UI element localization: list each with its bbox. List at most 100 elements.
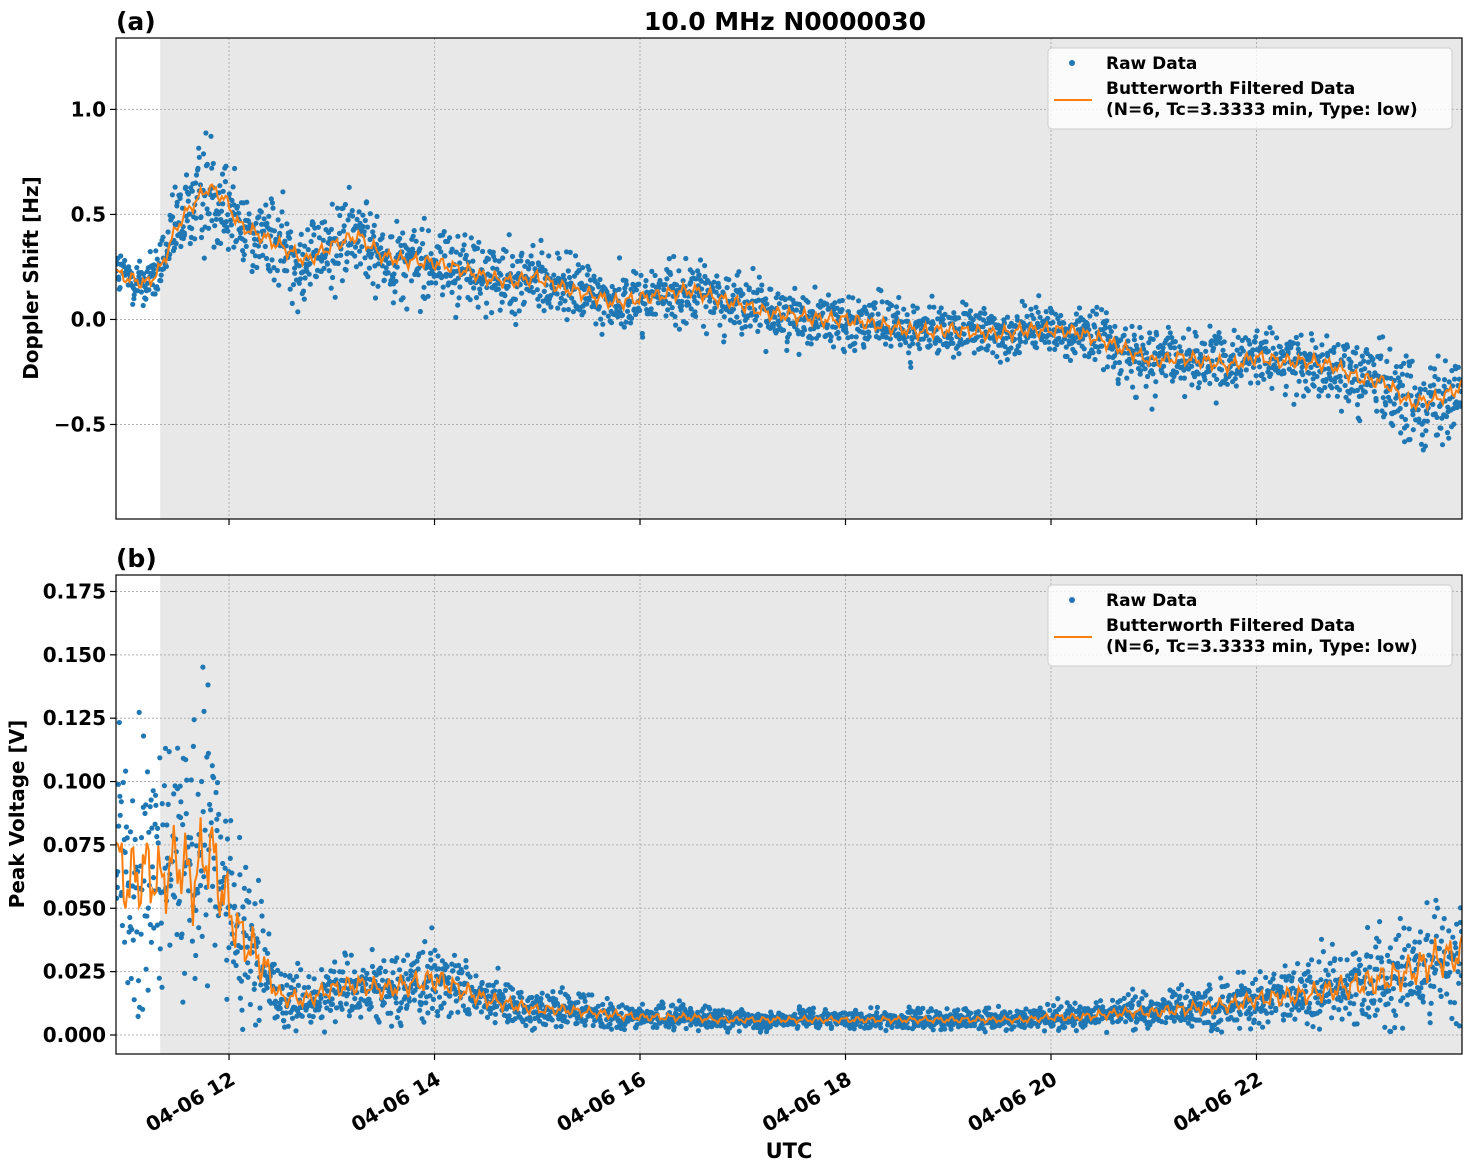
raw-data-point xyxy=(1280,1017,1287,1023)
raw-data-point xyxy=(185,191,192,197)
raw-data-point xyxy=(498,272,504,278)
raw-data-point xyxy=(1348,359,1354,365)
raw-data-point xyxy=(711,279,717,285)
raw-data-point xyxy=(394,1015,400,1021)
raw-data-point xyxy=(730,306,737,312)
raw-data-point xyxy=(466,1011,472,1017)
raw-data-point xyxy=(589,304,595,310)
raw-data-point xyxy=(319,1014,325,1020)
raw-data-point xyxy=(238,230,244,236)
raw-data-point xyxy=(1159,370,1165,376)
raw-data-point xyxy=(1422,443,1428,449)
raw-data-point xyxy=(1397,379,1403,385)
raw-data-point xyxy=(140,271,147,277)
raw-data-point xyxy=(1370,356,1376,362)
raw-data-point xyxy=(636,281,642,287)
raw-data-point xyxy=(319,967,325,973)
raw-data-point xyxy=(1291,401,1297,407)
raw-data-point xyxy=(938,305,944,311)
raw-data-point xyxy=(652,311,659,317)
raw-data-point xyxy=(1299,1005,1305,1011)
raw-data-point xyxy=(661,287,667,293)
raw-data-point xyxy=(619,312,626,318)
raw-data-point xyxy=(364,199,370,205)
raw-data-point xyxy=(1407,436,1413,443)
raw-data-point xyxy=(1422,386,1428,393)
raw-data-point xyxy=(495,965,501,971)
raw-data-point xyxy=(936,347,942,353)
raw-data-point xyxy=(1287,1012,1293,1018)
raw-data-point xyxy=(1211,1014,1217,1020)
raw-data-point xyxy=(888,343,894,349)
raw-data-point xyxy=(1171,1005,1177,1011)
raw-data-point xyxy=(143,296,149,302)
raw-data-point xyxy=(1306,357,1313,363)
raw-data-point xyxy=(1256,1020,1262,1026)
raw-data-point xyxy=(1354,345,1360,351)
raw-data-point xyxy=(1193,333,1199,339)
raw-data-point xyxy=(177,783,183,789)
raw-data-point xyxy=(740,291,746,297)
raw-data-point xyxy=(955,315,962,321)
raw-data-point xyxy=(130,301,136,307)
raw-data-point xyxy=(240,248,246,254)
raw-data-point xyxy=(693,276,699,282)
raw-data-point xyxy=(1163,373,1169,379)
raw-data-point xyxy=(827,338,834,344)
raw-data-point xyxy=(1058,312,1064,319)
raw-data-point xyxy=(1263,330,1269,336)
raw-data-point xyxy=(131,894,137,900)
raw-data-point xyxy=(665,307,671,313)
raw-data-point xyxy=(463,958,469,964)
raw-data-point xyxy=(539,250,545,256)
raw-data-point xyxy=(1031,316,1037,322)
raw-data-point xyxy=(1034,345,1040,351)
raw-data-point xyxy=(529,260,536,267)
raw-data-point xyxy=(598,316,604,322)
raw-data-point xyxy=(995,1003,1002,1010)
raw-data-point xyxy=(1023,1006,1029,1012)
panel-b-ylabel: Peak Voltage [V] xyxy=(5,720,29,909)
raw-data-point xyxy=(474,245,481,251)
raw-data-point xyxy=(671,253,677,260)
raw-data-point xyxy=(181,232,188,238)
raw-data-point xyxy=(878,1025,884,1031)
raw-data-point xyxy=(1031,1020,1038,1026)
raw-data-point xyxy=(1076,305,1083,311)
raw-data-point xyxy=(228,217,234,223)
raw-data-point xyxy=(1145,373,1151,380)
raw-data-point xyxy=(1259,371,1265,377)
raw-data-point xyxy=(140,733,147,739)
raw-data-point xyxy=(502,293,508,299)
raw-data-point xyxy=(1250,980,1256,987)
raw-data-point xyxy=(220,860,226,867)
raw-data-point xyxy=(576,267,582,273)
raw-data-point xyxy=(1132,994,1138,1000)
raw-data-point xyxy=(417,246,423,252)
raw-data-point xyxy=(425,293,431,299)
raw-data-point xyxy=(148,797,154,803)
raw-data-point xyxy=(1443,413,1450,420)
raw-data-point xyxy=(398,1005,404,1011)
raw-data-point xyxy=(1185,988,1191,994)
raw-data-point xyxy=(600,1001,606,1008)
raw-data-point xyxy=(1431,382,1437,388)
raw-data-point xyxy=(716,284,722,290)
raw-data-point xyxy=(370,281,376,287)
raw-data-point xyxy=(560,272,567,278)
raw-data-point xyxy=(357,261,364,267)
raw-data-point xyxy=(1222,352,1228,359)
raw-data-point xyxy=(271,961,277,967)
raw-data-point xyxy=(1380,395,1386,401)
raw-data-point xyxy=(637,307,643,314)
raw-data-point xyxy=(134,265,140,271)
panel-b-label: (b) xyxy=(116,544,157,573)
raw-data-point xyxy=(207,897,213,903)
raw-data-point xyxy=(1016,343,1022,349)
raw-data-point xyxy=(213,789,219,796)
raw-data-point xyxy=(259,913,265,919)
raw-data-point xyxy=(562,1014,568,1020)
raw-data-point xyxy=(720,289,726,295)
raw-data-point xyxy=(1278,984,1284,990)
